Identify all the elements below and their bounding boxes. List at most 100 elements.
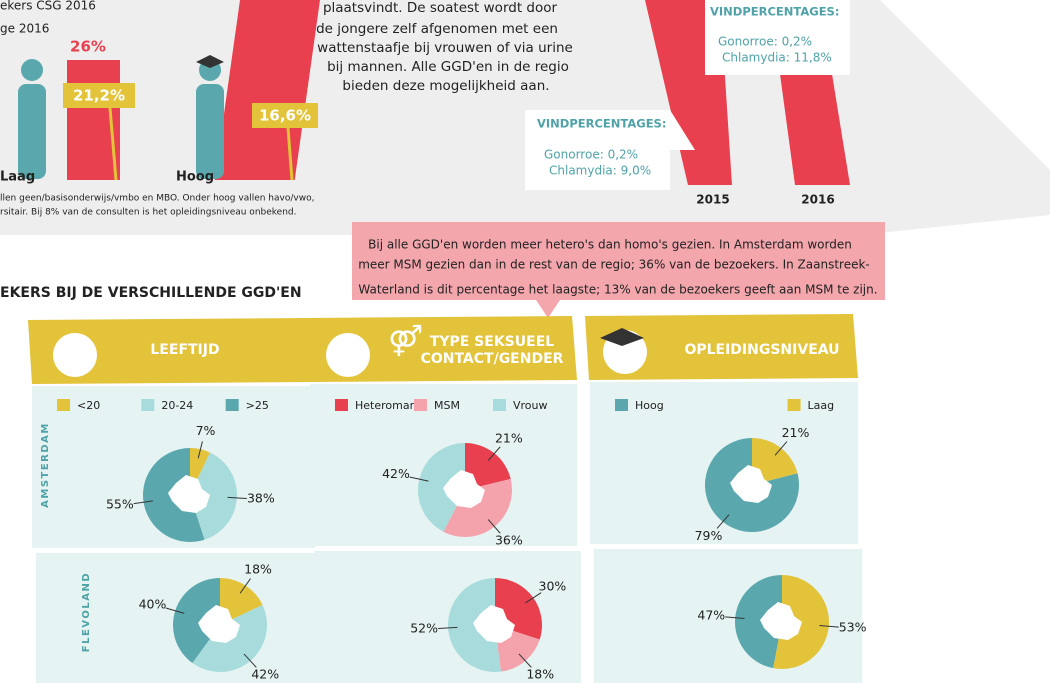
- note-box: [352, 222, 885, 318]
- value-label: 79%: [695, 528, 723, 543]
- callout-box: [525, 110, 695, 190]
- legend-label: Heteroman: [355, 399, 417, 412]
- leader-line: [227, 496, 247, 499]
- pie-slice: [190, 452, 237, 540]
- value-label: 42%: [382, 466, 410, 481]
- pie-slice: [735, 575, 782, 669]
- leader-line: [518, 653, 532, 668]
- bar-pointer: [286, 127, 294, 181]
- region-map: [760, 602, 802, 640]
- callout-line: Gonorroe: 0,2%: [544, 148, 638, 162]
- callout-line: Gonorroe: 0,2%: [718, 35, 812, 49]
- row-label: AMSTERDAM: [40, 422, 51, 508]
- region-map: [168, 475, 210, 513]
- panel-title: TYPE SEKSUEEL CONTACT/GENDER: [421, 334, 564, 367]
- year-label: 2015: [696, 193, 729, 207]
- legend-label: >25: [246, 399, 269, 412]
- value-label: 16,6%: [259, 107, 311, 125]
- panel-title-line: TYPE SEKSUEEL: [430, 334, 554, 350]
- panel-title: LEEFTIJD: [150, 342, 219, 358]
- leader-line: [438, 626, 458, 629]
- note-line: meer MSM gezien dan in de rest van de re…: [358, 258, 870, 272]
- legend-swatch: [335, 399, 348, 411]
- footnote: llen geen/basisonderwijs/vmbo en MBO. On…: [0, 194, 314, 204]
- legend-swatch: [141, 399, 155, 411]
- leader-line: [409, 476, 429, 482]
- leader-line: [165, 607, 185, 614]
- section-title: EKERS BIJ DE VERSCHILLENDE GGD'EN: [0, 285, 302, 301]
- pie-slice: [417, 442, 465, 532]
- legend-label: Laag: [808, 399, 835, 412]
- body-line: de jongere zelf afgenomen met een: [316, 21, 558, 37]
- value-label: 26%: [70, 38, 106, 56]
- value-label: 18%: [526, 667, 554, 682]
- category-label: Hoog: [176, 170, 214, 185]
- year-label: 2016: [801, 193, 834, 207]
- value-label: 21%: [495, 430, 523, 445]
- legend-label: <20: [77, 399, 100, 412]
- callout-box: [705, 0, 850, 75]
- grad-cap: [196, 55, 224, 68]
- label-box: [252, 103, 318, 128]
- subtitle: ge 2016: [0, 22, 49, 36]
- value-label: 18%: [244, 562, 272, 577]
- callout-title: VINDPERCENTAGES:: [537, 117, 666, 131]
- leader-line: [725, 616, 745, 619]
- label-box: [63, 83, 135, 108]
- legend-swatch: [493, 399, 506, 411]
- callout-title: VINDPERCENTAGES:: [710, 5, 839, 19]
- value-label: 38%: [247, 491, 275, 506]
- region-map: [443, 470, 485, 508]
- leader-line: [487, 446, 501, 461]
- leader-line: [819, 625, 839, 628]
- category-label: Laag: [0, 170, 35, 185]
- legend-label: Vrouw: [513, 399, 548, 412]
- region-map: [730, 465, 772, 503]
- value-label: 21,2%: [73, 87, 125, 105]
- region-map: [198, 605, 240, 643]
- panel-title: OPLEIDINGSNIVEAU: [684, 342, 839, 358]
- row-label: FLEVOLAND: [81, 572, 92, 652]
- pie-slice: [443, 478, 512, 537]
- pie-slice: [752, 438, 798, 485]
- subtitle: ekers CSG 2016: [0, 0, 96, 13]
- body-line: bij mannen. Alle GGD'en in de regio: [327, 59, 569, 75]
- legend-swatch: [225, 399, 239, 411]
- body-line: bieden deze mogelijkheid aan.: [342, 78, 549, 94]
- body-line: wattenstaafje bij vrouwen of via urine: [317, 40, 573, 56]
- legend-swatch: [414, 399, 427, 411]
- region-map: [473, 605, 515, 643]
- leader-line: [487, 519, 501, 534]
- value-label: 21%: [782, 425, 810, 440]
- leader-line: [774, 441, 788, 456]
- note-line: Waterland is dit percentage het laagste;…: [358, 283, 877, 297]
- value-label: 30%: [539, 578, 567, 593]
- leader-line: [716, 514, 730, 529]
- callout-line: Chlamydia: 11,8%: [722, 51, 832, 65]
- value-label: 42%: [251, 667, 279, 682]
- legend-swatch: [787, 399, 801, 411]
- legend-label: Hoog: [635, 399, 664, 412]
- value-label: 36%: [495, 533, 523, 548]
- value-label: 55%: [106, 497, 134, 512]
- value-label: 52%: [410, 621, 438, 636]
- value-label: 53%: [839, 620, 867, 635]
- bar-pointer: [108, 107, 118, 181]
- note-line: Bij alle GGD'en worden meer hetero's dan…: [368, 238, 852, 252]
- legend-swatch: [57, 399, 70, 411]
- leader-line: [243, 653, 257, 668]
- pie-slice: [220, 578, 263, 625]
- legend-swatch: [615, 399, 628, 411]
- value-label: 40%: [139, 596, 167, 611]
- leader-line: [525, 592, 542, 604]
- callout-line: Chlamydia: 9,0%: [549, 164, 651, 178]
- pie-slice: [172, 578, 220, 664]
- body-line: plaatsvindt. De soatest wordt door: [323, 0, 558, 16]
- leader-line: [197, 441, 203, 459]
- legend-label: MSM: [434, 399, 460, 412]
- leader-line: [133, 500, 153, 505]
- legend-label: 20-24: [161, 399, 193, 412]
- panel-title-line: CONTACT/GENDER: [421, 351, 564, 367]
